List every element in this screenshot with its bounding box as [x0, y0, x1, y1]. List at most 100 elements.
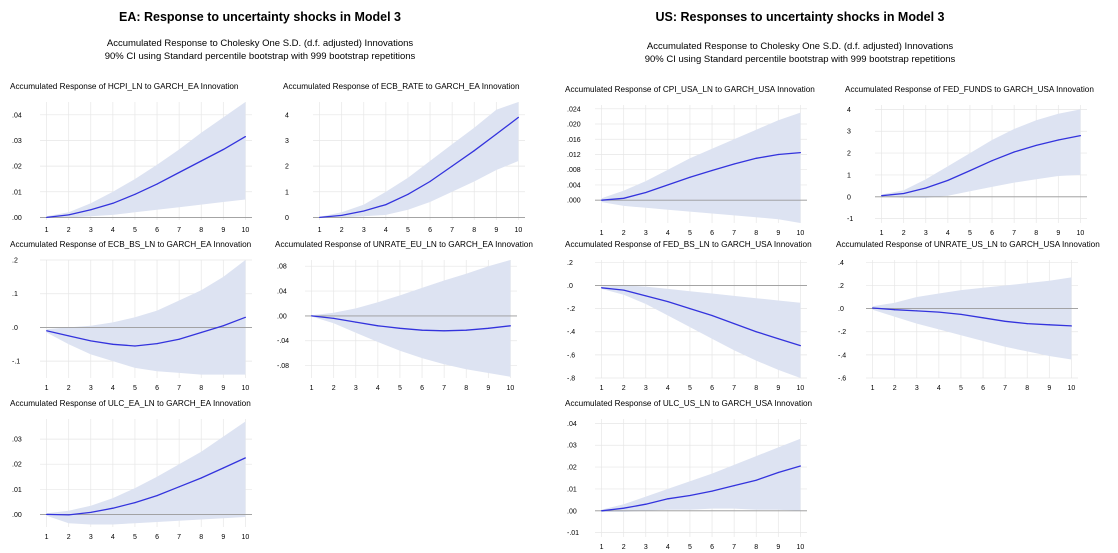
x-tick-label: 9 [221, 227, 225, 234]
data-point [68, 335, 70, 337]
data-point [777, 153, 779, 156]
y-tick-label: .1 [12, 291, 18, 298]
y-tick-label: .2 [12, 258, 18, 265]
x-tick-label: 8 [199, 534, 203, 541]
data-point [667, 301, 669, 303]
y-tick-label: 1 [285, 189, 289, 196]
x-tick-label: 8 [464, 385, 468, 392]
data-point [495, 133, 497, 135]
data-point [244, 136, 246, 138]
x-tick-label: 8 [472, 227, 476, 234]
data-point [1013, 151, 1015, 153]
x-tick-label: 10 [241, 227, 249, 234]
y-tick-label: .02 [12, 164, 22, 171]
x-tick-label: 7 [442, 385, 446, 392]
chart-title: Accumulated Response of ULC_US_LN to GAR… [565, 399, 813, 408]
data-point [509, 325, 511, 327]
x-tick-label: 2 [67, 227, 71, 234]
data-point [623, 289, 625, 291]
x-tick-label: 3 [915, 385, 919, 392]
x-tick-label: 9 [1056, 230, 1060, 237]
x-tick-label: 10 [796, 385, 804, 392]
x-tick-label: 8 [754, 230, 758, 237]
data-point [733, 485, 735, 487]
data-point [355, 321, 357, 323]
y-tick-label: 0 [285, 215, 289, 222]
data-point [319, 216, 321, 219]
data-point [689, 176, 691, 178]
x-tick-label: 4 [666, 544, 670, 551]
data-point [421, 329, 423, 331]
data-point [894, 309, 896, 311]
data-point [667, 498, 669, 500]
data-point [755, 157, 757, 159]
y-tick-label: .02 [567, 465, 577, 472]
confidence-band [46, 421, 246, 525]
ea-subtitle-line2: 90% CI using Standard percentile bootstr… [104, 51, 416, 62]
x-tick-label: 3 [924, 230, 928, 237]
x-tick-label: 5 [688, 385, 692, 392]
confidence-band [311, 260, 511, 377]
data-point [517, 116, 519, 118]
chart-title: Accumulated Response of ECB_BS_LN to GAR… [10, 240, 252, 249]
chart-title: Accumulated Response of UNRATE_US_LN to … [836, 240, 1100, 249]
y-tick-label: 3 [285, 138, 289, 145]
chart-title: Accumulated Response of FED_FUNDS to GAR… [845, 85, 1094, 94]
data-point [487, 327, 489, 329]
x-tick-label: 6 [428, 227, 432, 234]
x-tick-label: 3 [644, 230, 648, 237]
x-tick-label: 7 [177, 534, 181, 541]
us-subtitle-line2: 90% CI using Standard percentile bootstr… [644, 54, 956, 65]
y-tick-label: .04 [12, 112, 22, 119]
y-tick-label: .2 [567, 260, 573, 267]
y-tick-label: .0 [567, 283, 573, 290]
data-point [178, 486, 180, 488]
y-tick-label: .00 [277, 313, 287, 320]
x-tick-label: 6 [710, 385, 714, 392]
response-line [46, 316, 246, 347]
data-point [1048, 324, 1050, 326]
data-point [134, 502, 136, 504]
x-tick-label: 4 [111, 534, 115, 541]
x-tick-label: 7 [177, 385, 181, 392]
chart-title: Accumulated Response of UNRATE_EU_LN to … [275, 240, 533, 249]
data-point [46, 216, 48, 219]
x-tick-label: 9 [776, 544, 780, 551]
x-tick-label: 1 [318, 227, 322, 234]
data-point [134, 345, 136, 347]
x-tick-label: 1 [45, 227, 49, 234]
x-tick-label: 7 [450, 227, 454, 234]
response-line [46, 136, 246, 219]
data-point [755, 479, 757, 481]
x-tick-label: 4 [384, 227, 388, 234]
data-point [90, 209, 92, 211]
data-point [385, 204, 387, 206]
data-point [311, 315, 313, 317]
data-point [112, 507, 114, 509]
y-tick-label: .024 [567, 106, 581, 113]
chart-svg: 0 1 2 3 4 1 2 3 4 5 6 7 8 9 10 [285, 102, 525, 234]
data-point [156, 343, 158, 345]
data-point [1070, 325, 1072, 327]
x-tick-label: 4 [666, 385, 670, 392]
x-tick-label: 4 [937, 385, 941, 392]
data-point [916, 310, 918, 312]
x-tick-label: 2 [622, 385, 626, 392]
data-point [156, 495, 158, 497]
data-point [244, 316, 246, 318]
confidence-band [601, 112, 801, 223]
x-tick-label: 2 [340, 227, 344, 234]
data-point [443, 330, 445, 332]
y-tick-label: .020 [567, 122, 581, 129]
x-tick-label: 6 [155, 385, 159, 392]
confidence-band [872, 277, 1072, 360]
x-tick-label: 5 [133, 385, 137, 392]
data-point [112, 343, 114, 345]
y-tick-label: .012 [567, 152, 581, 159]
x-tick-label: 7 [1003, 385, 1007, 392]
x-tick-label: 5 [133, 227, 137, 234]
x-tick-label: 8 [1025, 385, 1029, 392]
y-tick-label: -1 [847, 216, 853, 223]
x-tick-label: 7 [732, 385, 736, 392]
y-tick-label: -.6 [838, 376, 846, 383]
